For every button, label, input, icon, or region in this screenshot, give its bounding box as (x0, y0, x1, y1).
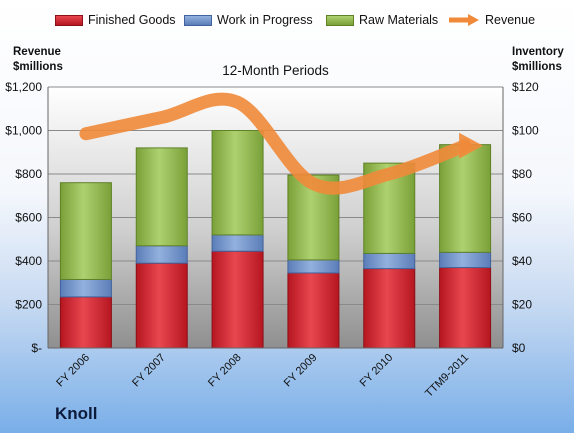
company-name: Knoll (55, 404, 98, 423)
left-tick-label: $400 (15, 254, 42, 268)
x-tick-label: FY 2008 (206, 352, 244, 390)
legend-item-revenue: Revenue (448, 13, 535, 27)
right-tick-label: $120 (512, 80, 539, 94)
bar-work-in-progress (211, 234, 264, 252)
bar-raw-materials (211, 130, 264, 236)
x-tick-label: FY 2009 (282, 352, 320, 390)
bar-raw-materials (439, 144, 492, 253)
right-axis-title: Inventory $millions (512, 45, 564, 75)
revenue-line (79, 92, 472, 195)
legend-item-finished-goods: Finished Goods (55, 13, 176, 27)
left-tick-label: $1,000 (5, 124, 42, 138)
left-tick-label: $- (31, 341, 42, 355)
right-tick-label: $80 (512, 167, 532, 181)
right-tick-label: $20 (512, 298, 532, 312)
x-tick-label: FY 2010 (358, 352, 396, 390)
legend-swatch-finished-goods (55, 14, 83, 26)
bar-work-in-progress (363, 252, 416, 270)
right-tick-label: $40 (512, 254, 532, 268)
bar-finished-goods (287, 272, 340, 349)
legend: Finished Goods Work in Progress Raw Mate… (0, 13, 574, 33)
bar-raw-materials (135, 147, 188, 247)
left-tick-label: $200 (15, 298, 42, 312)
left-tick-label: $1,200 (5, 80, 42, 94)
left-axis-title: Revenue $millions (13, 45, 63, 75)
right-axis-title-line2: $millions (512, 61, 562, 73)
bar-work-in-progress (135, 245, 188, 264)
legend-label-revenue: Revenue (485, 13, 536, 27)
right-tick-label: $0 (512, 341, 526, 355)
legend-item-raw-materials: Raw Materials (326, 13, 438, 27)
x-tick-label: FY 2007 (130, 352, 168, 390)
x-tick-label: TTM9-2011 (423, 352, 471, 400)
bar-finished-goods (363, 268, 416, 349)
left-axis-title-line2: $millions (13, 61, 63, 73)
x-tick-label: FY 2006 (54, 352, 92, 390)
right-tick-label: $60 (512, 211, 532, 225)
legend-swatch-raw-materials (326, 14, 354, 26)
right-axis-title-line1: Inventory (512, 46, 564, 58)
legend-label-work-in-progress: Work in Progress (217, 13, 313, 27)
left-axis-title-line1: Revenue (13, 46, 61, 58)
bar-work-in-progress (287, 259, 340, 274)
legend-item-work-in-progress: Work in Progress (184, 13, 313, 27)
legend-swatch-work-in-progress (184, 14, 212, 26)
left-tick-label: $600 (15, 211, 42, 225)
revenue-arrowhead (459, 132, 484, 159)
bar-work-in-progress (59, 278, 112, 298)
bar-finished-goods (135, 262, 188, 349)
left-tick-label: $800 (15, 167, 42, 181)
bar-finished-goods (211, 250, 264, 349)
chart-subtitle: 12-Month Periods (222, 63, 329, 78)
right-tick-label: $100 (512, 124, 539, 138)
legend-label-finished-goods: Finished Goods (88, 13, 176, 27)
bar-work-in-progress (439, 251, 492, 269)
legend-arrow-icon (449, 14, 479, 26)
bar-raw-materials (59, 182, 112, 280)
bar-finished-goods (439, 267, 492, 349)
bar-finished-goods (59, 296, 112, 349)
legend-label-raw-materials: Raw Materials (359, 13, 439, 27)
